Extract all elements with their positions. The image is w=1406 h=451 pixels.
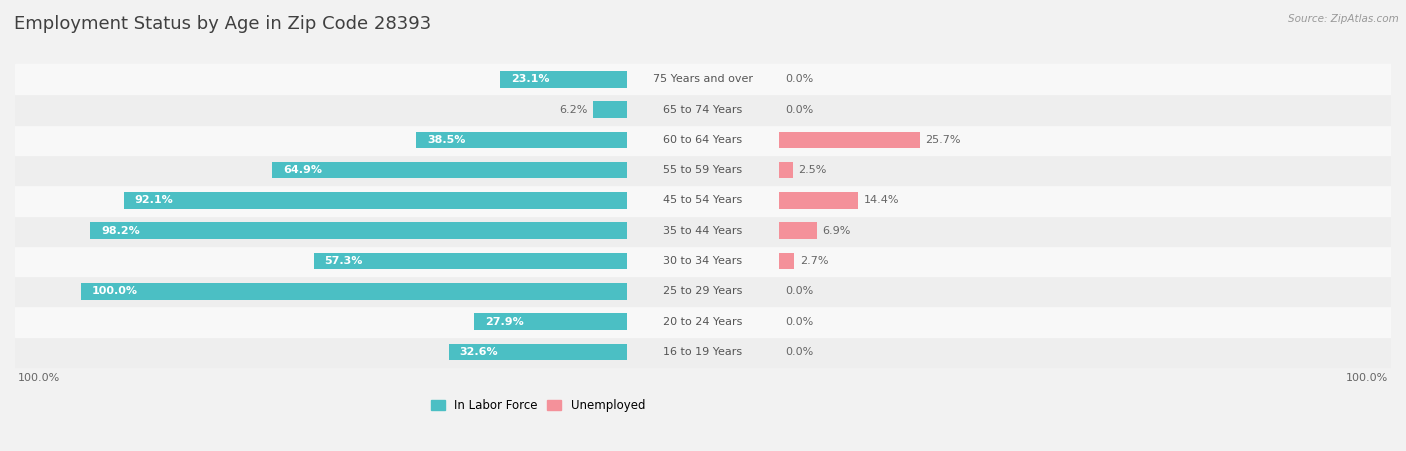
Bar [15, 216, 1391, 246]
Bar [779, 222, 817, 239]
Text: 38.5%: 38.5% [427, 135, 465, 145]
Text: 20 to 24 Years: 20 to 24 Years [664, 317, 742, 327]
Text: 6.9%: 6.9% [823, 226, 851, 236]
Bar [15, 246, 1391, 276]
Text: 0.0%: 0.0% [785, 317, 813, 327]
Text: 14.4%: 14.4% [863, 195, 898, 205]
Text: 2.7%: 2.7% [800, 256, 828, 266]
Bar [90, 222, 627, 239]
Text: 100.0%: 100.0% [18, 373, 60, 382]
Bar [593, 101, 627, 118]
Text: 57.3%: 57.3% [325, 256, 363, 266]
Text: 92.1%: 92.1% [135, 195, 173, 205]
Text: 100.0%: 100.0% [91, 286, 138, 296]
Text: 55 to 59 Years: 55 to 59 Years [664, 165, 742, 175]
Text: 64.9%: 64.9% [283, 165, 322, 175]
Text: 75 Years and over: 75 Years and over [652, 74, 754, 84]
Text: 32.6%: 32.6% [460, 347, 498, 357]
Bar [15, 306, 1391, 337]
Bar [80, 283, 627, 299]
Bar [15, 185, 1391, 216]
Text: 45 to 54 Years: 45 to 54 Years [664, 195, 742, 205]
Legend: In Labor Force, Unemployed: In Labor Force, Unemployed [426, 395, 650, 417]
Bar [314, 253, 627, 269]
Text: 100.0%: 100.0% [1346, 373, 1388, 382]
Bar [15, 276, 1391, 306]
Text: 60 to 64 Years: 60 to 64 Years [664, 135, 742, 145]
Bar [15, 94, 1391, 124]
Text: 25 to 29 Years: 25 to 29 Years [664, 286, 742, 296]
Text: 98.2%: 98.2% [101, 226, 141, 236]
Text: 16 to 19 Years: 16 to 19 Years [664, 347, 742, 357]
Text: 6.2%: 6.2% [558, 105, 588, 115]
Text: 0.0%: 0.0% [785, 286, 813, 296]
Text: 35 to 44 Years: 35 to 44 Years [664, 226, 742, 236]
Text: 2.5%: 2.5% [799, 165, 827, 175]
Bar [416, 132, 627, 148]
Bar [474, 313, 627, 330]
Text: Employment Status by Age in Zip Code 28393: Employment Status by Age in Zip Code 283… [14, 15, 430, 33]
Bar [449, 344, 627, 360]
Text: 0.0%: 0.0% [785, 74, 813, 84]
Text: 0.0%: 0.0% [785, 105, 813, 115]
Text: 25.7%: 25.7% [925, 135, 960, 145]
Bar [15, 155, 1391, 185]
Bar [124, 192, 627, 209]
Bar [501, 71, 627, 87]
Bar [779, 253, 794, 269]
Bar [779, 192, 858, 209]
Text: 65 to 74 Years: 65 to 74 Years [664, 105, 742, 115]
Text: 30 to 34 Years: 30 to 34 Years [664, 256, 742, 266]
Bar [779, 162, 793, 179]
Bar [15, 124, 1391, 155]
Text: Source: ZipAtlas.com: Source: ZipAtlas.com [1288, 14, 1399, 23]
Text: 27.9%: 27.9% [485, 317, 524, 327]
Bar [15, 64, 1391, 94]
Text: 23.1%: 23.1% [512, 74, 550, 84]
Text: 0.0%: 0.0% [785, 347, 813, 357]
Bar [273, 162, 627, 179]
Bar [15, 337, 1391, 367]
Bar [779, 132, 920, 148]
